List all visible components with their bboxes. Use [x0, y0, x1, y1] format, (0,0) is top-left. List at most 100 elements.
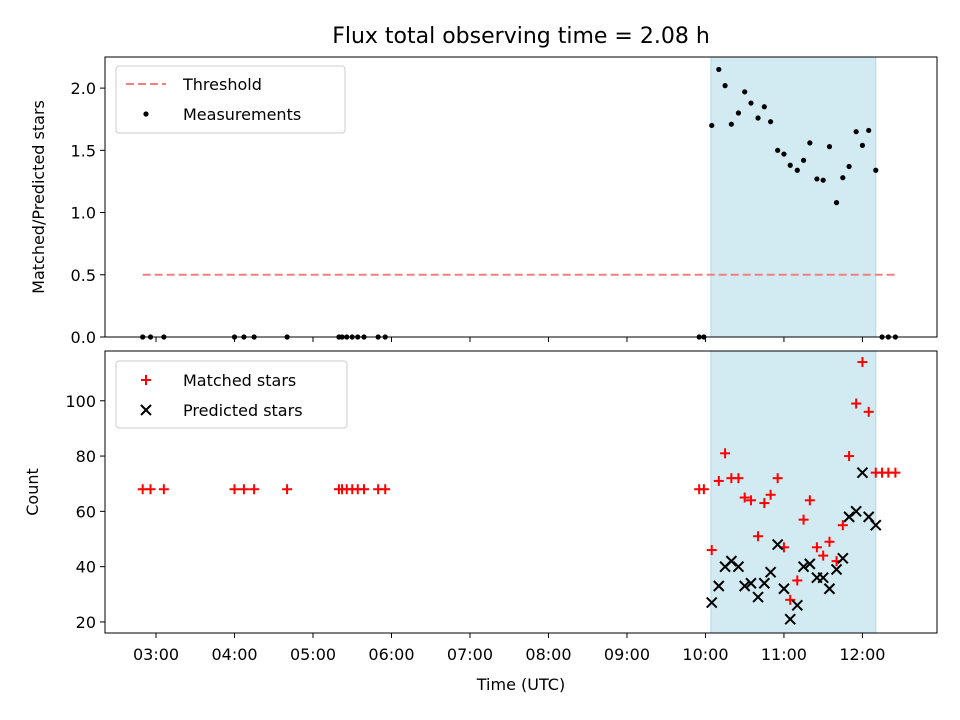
matched-point [759, 498, 770, 509]
matched-point [890, 467, 901, 478]
y-tick-label: 1.5 [71, 141, 96, 160]
matched-point [792, 575, 803, 586]
y-tick-label: 0.5 [71, 266, 96, 285]
measurement-point [722, 83, 728, 89]
predicted-point [830, 563, 843, 576]
bottom-observing-window-shade [710, 350, 877, 634]
y-tick-label: 0.0 [71, 328, 96, 347]
matched-point [857, 357, 868, 368]
predicted-point [778, 583, 790, 595]
predicted-point [784, 613, 796, 625]
matched-point [824, 536, 835, 547]
matched-point [844, 451, 855, 462]
y-tick-label: 40 [76, 558, 96, 577]
measurement-point [781, 151, 787, 157]
legend-measurements-label: Measurements [183, 105, 301, 124]
measurement-point [716, 66, 722, 73]
matched-point [380, 484, 391, 495]
predicted-point [797, 560, 810, 573]
matched-point [753, 531, 764, 542]
matched-point [713, 475, 724, 486]
measurement-point [794, 167, 800, 173]
y-tick-label: 60 [76, 502, 96, 521]
y-tick-label: 100 [65, 392, 96, 411]
matched-point [720, 448, 731, 459]
y-tick-label: 80 [76, 447, 96, 466]
measurement-point [728, 121, 734, 127]
matched-point [706, 545, 717, 556]
measurement-point [833, 200, 840, 206]
predicted-point [817, 571, 829, 584]
top-x-axis [155, 337, 863, 342]
measurement-point [820, 177, 826, 183]
legend-matched-label: Matched stars [183, 371, 296, 390]
measurement-point [814, 176, 820, 182]
measurement-point [800, 157, 807, 163]
top-y-axis-label: Matched/Predicted stars [29, 100, 48, 294]
measurement-point [853, 129, 859, 135]
matched-point [772, 473, 783, 484]
matched-point [837, 520, 848, 531]
measurement-point [709, 122, 715, 129]
measurement-point [846, 163, 852, 170]
matched-point [739, 492, 750, 503]
predicted-point [725, 555, 738, 567]
matched-point [359, 484, 370, 495]
matched-point [745, 495, 756, 506]
measurement-point [748, 100, 754, 106]
matched-point [158, 484, 169, 495]
measurement-point [826, 144, 833, 150]
matched-point [698, 484, 709, 495]
top-legend-box [115, 65, 346, 134]
x-tick-label: 09:00 [604, 645, 650, 664]
y-tick-label: 1.0 [71, 204, 96, 223]
top-axes-frame [104, 56, 938, 338]
legend-matched-swatch [141, 375, 151, 385]
matched-point [733, 473, 744, 484]
measurement-point [742, 89, 748, 95]
measurement-point [807, 140, 813, 146]
matched-point [785, 594, 796, 605]
x-tick-label: 03:00 [133, 645, 179, 664]
matched-point [249, 484, 260, 495]
measurement-point [840, 175, 846, 181]
x-tick-label: 12:00 [839, 645, 885, 664]
top-y-axis: 0.0 0.5 1.0 1.5 2.0 [71, 79, 105, 347]
matched-point [282, 484, 293, 495]
measurement-point [866, 127, 872, 134]
legend-measurement-swatch [143, 111, 149, 117]
predicted-point [771, 538, 784, 551]
legend-predicted-label: Predicted stars [183, 401, 303, 420]
measurement-point [787, 162, 793, 168]
top-legend: Threshold Measurements [115, 65, 346, 134]
matched-point [798, 514, 809, 525]
measurement-point [755, 115, 761, 121]
predicted-point [764, 566, 777, 578]
matched-point [765, 489, 776, 500]
predicted-point [713, 580, 725, 592]
predicted-point [843, 511, 855, 523]
measurement-point [859, 142, 866, 148]
predicted-point [823, 583, 836, 595]
predicted-point [758, 577, 771, 589]
matched-point [811, 542, 822, 553]
measurement-point [873, 167, 879, 173]
matched-point [145, 484, 156, 495]
x-tick-label: 10:00 [682, 645, 728, 664]
matched-stars-series [137, 357, 901, 605]
y-tick-label: 2.0 [71, 79, 96, 98]
matched-point [818, 550, 829, 561]
bottom-y-axis: 20 40 60 80 100 [65, 392, 105, 632]
matched-point [238, 484, 249, 495]
measurement-point [735, 110, 742, 116]
bottom-legend-box [115, 360, 348, 429]
predicted-stars-series [706, 466, 882, 625]
top-panel: 0.00.51.01.52.0 Matched/Predicted stars … [29, 56, 938, 347]
bottom-panel: 20 40 60 80 100 03:00 04:00 05:00 06:00 07:00 08:… [23, 350, 938, 694]
predicted-point [745, 577, 757, 589]
matched-point [851, 398, 862, 409]
x-tick-label: 11:00 [761, 645, 807, 664]
x-tick-label: 08:00 [525, 645, 571, 664]
measurement-point [775, 147, 781, 153]
legend-threshold-label: Threshold [182, 75, 262, 94]
